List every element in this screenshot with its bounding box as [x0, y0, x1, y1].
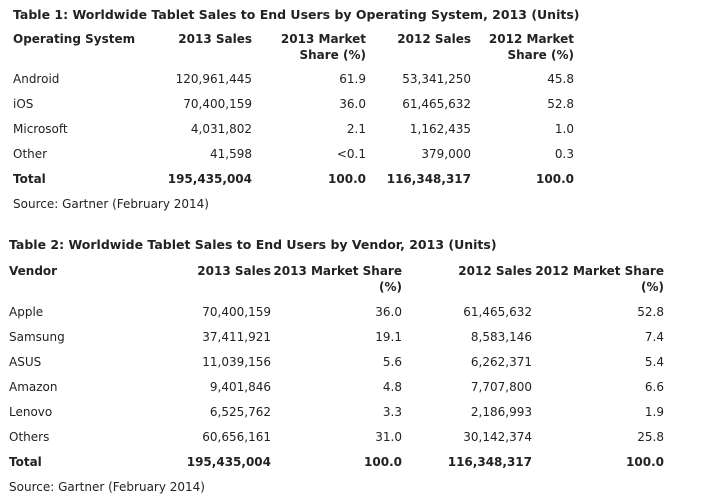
table-cell: 36.0 — [375, 305, 402, 319]
table-cell: 5.6 — [382, 355, 402, 369]
column-header: Operating System — [13, 32, 136, 46]
table-cell: 70,400,159 — [183, 97, 252, 111]
table-cell: <0.1 — [336, 147, 366, 161]
column-header: 2013 Market Share (%) — [273, 264, 402, 294]
table1-title: Table 1: Worldwide Tablet Sales to End U… — [13, 7, 580, 22]
table-cell: 70,400,159 — [202, 305, 271, 319]
column-header: 2013 Sales — [178, 32, 252, 46]
total-cell: 195,435,004 — [167, 172, 252, 186]
table-cell: 45.8 — [547, 72, 574, 86]
row-label: Amazon — [9, 380, 58, 394]
table-cell: 4.8 — [382, 380, 402, 394]
table-cell: 0.3 — [554, 147, 574, 161]
table-cell: 36.0 — [339, 97, 366, 111]
total-cell: 100.0 — [328, 172, 366, 186]
table-cell: 61.9 — [339, 72, 366, 86]
column-header: 2013 Sales — [197, 264, 271, 278]
table-cell: 4,031,802 — [190, 122, 252, 136]
table-cell: 53,341,250 — [402, 72, 471, 86]
table-cell: 52.8 — [547, 97, 574, 111]
row-label: iOS — [13, 97, 34, 111]
row-label: Samsung — [9, 330, 65, 344]
row-label: Others — [9, 430, 50, 444]
table-cell: 41,598 — [210, 147, 252, 161]
total-cell: 116,348,317 — [386, 172, 471, 186]
row-label: ASUS — [9, 355, 42, 369]
table-cell: 6.6 — [644, 380, 664, 394]
table2-source: Source: Gartner (February 2014) — [9, 480, 205, 494]
row-label: Other — [13, 147, 48, 161]
column-header: 2012 Market Share (%) — [535, 264, 664, 294]
table-cell: 5.4 — [644, 355, 664, 369]
table-cell: 7,707,800 — [470, 380, 532, 394]
table-cell: 2,186,993 — [470, 405, 532, 419]
table-cell: 11,039,156 — [202, 355, 271, 369]
table-cell: 1,162,435 — [409, 122, 471, 136]
table1-source: Source: Gartner (February 2014) — [13, 197, 209, 211]
column-header: 2013 Market Share (%) — [280, 32, 366, 62]
table-cell: 2.1 — [346, 122, 366, 136]
row-label: Android — [13, 72, 60, 86]
table-cell: 1.0 — [554, 122, 574, 136]
total-cell: 100.0 — [626, 455, 664, 469]
table-cell: 379,000 — [421, 147, 471, 161]
table-cell: 6,525,762 — [209, 405, 271, 419]
table-cell: 60,656,161 — [202, 430, 271, 444]
table-cell: 31.0 — [375, 430, 402, 444]
table-cell: 61,465,632 — [463, 305, 532, 319]
table-cell: 25.8 — [637, 430, 664, 444]
table-cell: 120,961,445 — [175, 72, 252, 86]
table-cell: 9,401,846 — [209, 380, 271, 394]
column-header: 2012 Sales — [458, 264, 532, 278]
row-label: Lenovo — [9, 405, 53, 419]
column-header: 2012 Market Share (%) — [488, 32, 574, 62]
table-cell: 19.1 — [375, 330, 402, 344]
total-cell: 100.0 — [364, 455, 402, 469]
column-header: Vendor — [9, 264, 58, 278]
table-cell: 6,262,371 — [470, 355, 532, 369]
total-label: Total — [13, 172, 46, 186]
column-header: 2012 Sales — [397, 32, 471, 46]
table-cell: 37,411,921 — [202, 330, 271, 344]
total-cell: 195,435,004 — [186, 455, 271, 469]
table-cell: 30,142,374 — [463, 430, 532, 444]
total-cell: 100.0 — [536, 172, 574, 186]
table-cell: 7.4 — [644, 330, 664, 344]
table-cell: 52.8 — [637, 305, 664, 319]
table-cell: 8,583,146 — [470, 330, 532, 344]
table-cell: 61,465,632 — [402, 97, 471, 111]
row-label: Microsoft — [13, 122, 68, 136]
table2-title: Table 2: Worldwide Tablet Sales to End U… — [9, 237, 497, 252]
total-cell: 116,348,317 — [447, 455, 532, 469]
table-cell: 1.9 — [644, 405, 664, 419]
total-label: Total — [9, 455, 42, 469]
row-label: Apple — [9, 305, 44, 319]
table-cell: 3.3 — [382, 405, 402, 419]
